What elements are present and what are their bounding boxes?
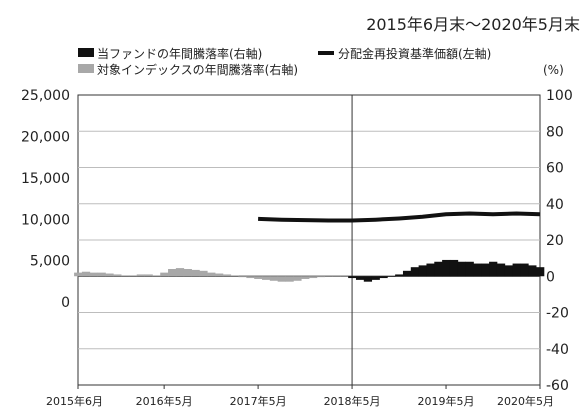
- right-axis: 100 80 60 40 20 0 -20 -40 -60: [546, 88, 573, 394]
- index-return-bar: [121, 275, 130, 277]
- index-return-bar: [277, 276, 286, 282]
- index-return-bar: [97, 272, 106, 277]
- fund-return-bar: [387, 276, 396, 277]
- index-return-bar: [168, 269, 177, 277]
- plot-area: [77, 94, 541, 386]
- left-tick-label: 10,000: [21, 212, 70, 228]
- index-return-bar: [160, 272, 169, 277]
- x-tick-label: 2018年5月: [324, 394, 381, 408]
- legend-swatch-index: [78, 64, 94, 73]
- left-tick-label: 25,000: [21, 88, 70, 104]
- fund-return-bar: [520, 263, 529, 277]
- legend-label-nav: 分配金再投資基準価額(左軸): [338, 46, 491, 61]
- index-return-bar: [175, 268, 185, 277]
- right-tick-label: 100: [546, 88, 573, 104]
- fund-return-bar: [348, 276, 357, 279]
- right-tick-label: -40: [546, 342, 569, 358]
- index-return-bar: [199, 270, 208, 277]
- fund-return-bar: [536, 267, 545, 277]
- index-return-bar: [113, 274, 122, 277]
- fund-return-bar: [379, 276, 388, 279]
- index-return-bar: [316, 276, 326, 278]
- fund-return-bars: [348, 259, 545, 282]
- period-label: 2015年6月末～2020年5月末: [366, 15, 580, 34]
- index-return-bar: [128, 275, 138, 277]
- index-return-bar: [74, 272, 83, 277]
- index-return-bar: [309, 276, 318, 279]
- fund-return-bar: [410, 267, 420, 277]
- fund-return-bar: [434, 261, 443, 277]
- x-tick-label: 2020年5月: [497, 394, 554, 408]
- fund-return-bar: [489, 261, 498, 277]
- right-tick-label: 0: [546, 269, 555, 285]
- left-tick-label: 15,000: [21, 171, 70, 187]
- fund-return-bar: [402, 270, 412, 277]
- index-return-bar: [183, 269, 192, 277]
- fund-return-bar: [363, 276, 373, 282]
- index-return-bar: [152, 275, 161, 277]
- index-return-bar: [136, 274, 145, 277]
- fund-return-bar: [449, 259, 459, 277]
- index-return-bar: [222, 274, 232, 277]
- fund-return-bar: [465, 261, 474, 277]
- fund-return-bar: [395, 274, 404, 277]
- fund-return-bar: [481, 263, 490, 277]
- x-tick-label: 2017年5月: [230, 394, 287, 408]
- right-tick-label: 80: [546, 124, 564, 140]
- right-tick-label: 20: [546, 233, 564, 249]
- fund-return-bar: [496, 263, 506, 277]
- x-tick-label: 2016年5月: [136, 394, 193, 408]
- index-return-bars: [74, 268, 349, 282]
- index-return-bar: [215, 273, 224, 277]
- left-tick-label: 5,000: [30, 254, 70, 270]
- index-return-bar: [81, 271, 91, 277]
- index-return-bar: [285, 276, 294, 282]
- left-axis: 25,000 20,000 15,000 10,000 5,000 0: [21, 88, 70, 311]
- fund-return-bar: [418, 265, 427, 277]
- index-return-bar: [324, 276, 333, 277]
- index-return-bar: [332, 276, 341, 277]
- fund-return-bar: [504, 265, 513, 277]
- index-return-bar: [191, 269, 200, 277]
- right-tick-label: -60: [546, 378, 569, 394]
- left-tick-label: 0: [61, 295, 70, 311]
- right-tick-label: -20: [546, 306, 569, 322]
- index-return-bar: [246, 276, 255, 279]
- fund-return-bar: [442, 259, 451, 277]
- nav-line: [258, 211, 541, 223]
- index-return-bar: [269, 276, 279, 281]
- x-tick-label: 2015年6月: [46, 394, 103, 408]
- fund-return-bar: [512, 263, 521, 277]
- index-return-bar: [238, 276, 247, 278]
- fund-return-bar: [473, 263, 482, 277]
- fund-return-bar: [371, 276, 380, 280]
- index-return-bar: [230, 275, 239, 277]
- right-tick-label: 60: [546, 161, 564, 177]
- index-return-bar: [301, 276, 310, 279]
- index-return-bar: [105, 273, 114, 277]
- fund-return-bar: [528, 265, 537, 277]
- right-tick-label: 40: [546, 197, 564, 213]
- x-tick-label: 2019年5月: [418, 394, 475, 408]
- nav-line-group: [258, 211, 541, 223]
- index-return-bar: [144, 274, 153, 277]
- legend-label-index: 対象インデックスの年間騰落率(右軸): [97, 62, 298, 77]
- index-return-bar: [340, 276, 349, 277]
- fund-return-bar: [426, 263, 435, 277]
- right-axis-unit: (%): [543, 63, 564, 77]
- fund-return-bar: [355, 276, 365, 280]
- left-tick-label: 20,000: [21, 129, 70, 145]
- fund-return-bar: [457, 261, 467, 277]
- legend-swatch-fund: [78, 48, 94, 57]
- index-return-bar: [262, 276, 271, 280]
- x-axis: 2015年6月 2016年5月 2017年5月 2018年5月 2019年5月 2020年…: [46, 385, 554, 408]
- legend: 当ファンドの年間騰落率(右軸) 分配金再投資基準価額(左軸) 対象インデックスの年間…: [78, 46, 491, 77]
- index-return-bar: [89, 272, 98, 277]
- index-return-bar: [293, 276, 302, 281]
- legend-label-fund: 当ファンドの年間騰落率(右軸): [97, 46, 262, 61]
- index-return-bar: [207, 272, 216, 277]
- index-return-bar: [254, 276, 263, 279]
